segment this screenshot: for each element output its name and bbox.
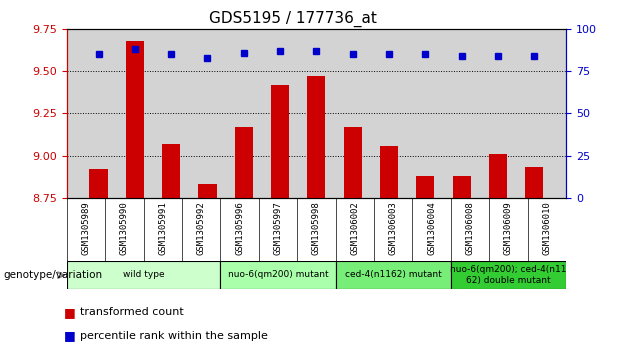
Bar xyxy=(221,261,336,289)
Text: GSM1306002: GSM1306002 xyxy=(350,201,359,255)
Text: GSM1306004: GSM1306004 xyxy=(427,201,436,255)
Text: transformed count: transformed count xyxy=(80,307,183,317)
Text: percentile rank within the sample: percentile rank within the sample xyxy=(80,331,267,341)
Bar xyxy=(489,154,507,198)
Text: GSM1305991: GSM1305991 xyxy=(158,201,167,255)
Text: genotype/variation: genotype/variation xyxy=(3,270,102,280)
Bar xyxy=(336,261,451,289)
Bar xyxy=(380,146,398,198)
Text: ■: ■ xyxy=(64,329,75,342)
Text: ced-4(n1162) mutant: ced-4(n1162) mutant xyxy=(345,270,441,280)
Bar xyxy=(126,41,144,198)
Text: GDS5195 / 177736_at: GDS5195 / 177736_at xyxy=(209,11,377,27)
Text: GSM1306008: GSM1306008 xyxy=(466,201,474,255)
Text: GSM1305992: GSM1305992 xyxy=(197,201,205,255)
Bar xyxy=(67,261,221,289)
Bar xyxy=(90,169,107,198)
Text: GSM1305998: GSM1305998 xyxy=(312,201,321,255)
Text: GSM1306010: GSM1306010 xyxy=(543,201,551,255)
Bar xyxy=(451,261,566,289)
Text: nuo-6(qm200); ced-4(n11
62) double mutant: nuo-6(qm200); ced-4(n11 62) double mutan… xyxy=(450,265,567,285)
Bar xyxy=(453,176,471,198)
Bar xyxy=(525,167,543,198)
Bar xyxy=(235,127,253,198)
Text: GSM1305997: GSM1305997 xyxy=(273,201,282,255)
Text: GSM1306003: GSM1306003 xyxy=(389,201,398,255)
Bar xyxy=(271,85,289,198)
Bar xyxy=(198,184,216,198)
Text: wild type: wild type xyxy=(123,270,164,280)
Text: ■: ■ xyxy=(64,306,75,319)
Text: nuo-6(qm200) mutant: nuo-6(qm200) mutant xyxy=(228,270,328,280)
Text: GSM1305989: GSM1305989 xyxy=(81,201,90,255)
Bar xyxy=(343,127,362,198)
Text: GSM1305990: GSM1305990 xyxy=(120,201,129,255)
Bar xyxy=(307,76,326,198)
Text: GSM1305996: GSM1305996 xyxy=(235,201,244,255)
Text: GSM1306009: GSM1306009 xyxy=(504,201,513,255)
Bar xyxy=(162,144,180,198)
Bar xyxy=(416,176,434,198)
